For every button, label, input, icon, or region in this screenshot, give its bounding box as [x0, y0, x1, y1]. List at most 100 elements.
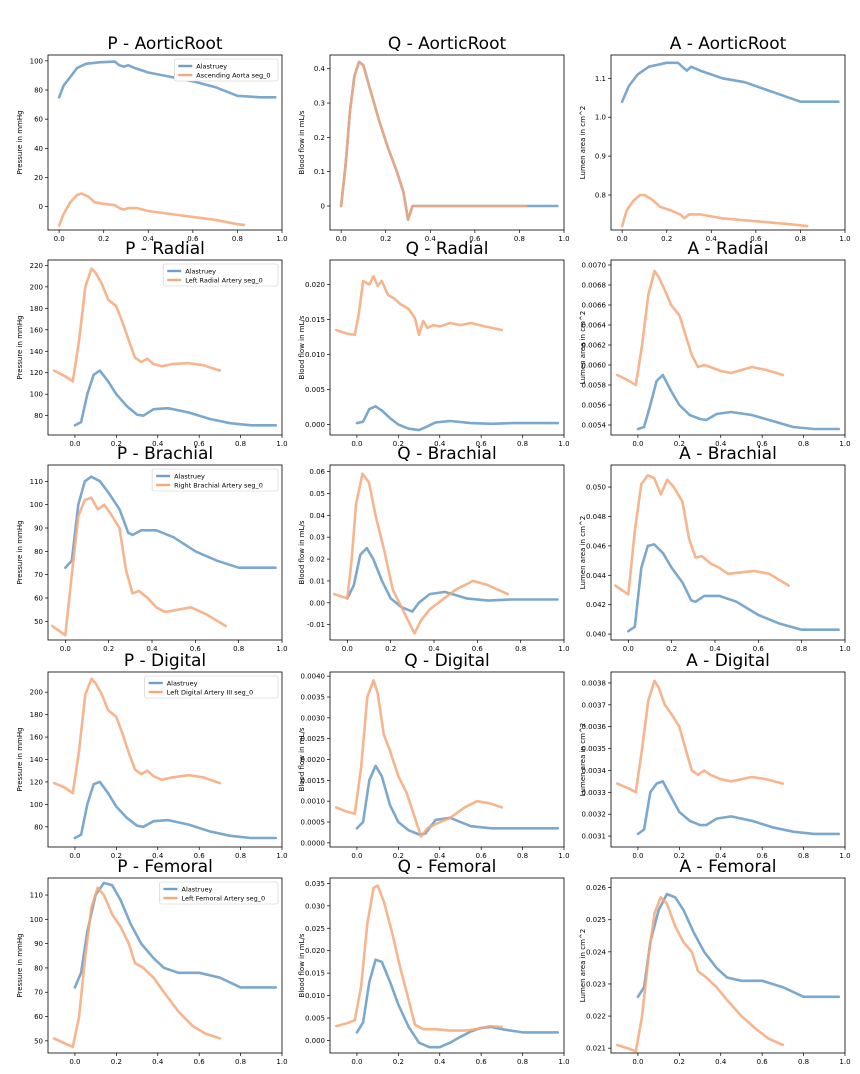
- axes-frame: [47, 464, 283, 641]
- y-tick-label: 0.023: [586, 980, 606, 988]
- series-line-2: [615, 269, 785, 387]
- x-tick-label: 0.2: [111, 852, 122, 860]
- y-tick-label: 0.035: [305, 880, 325, 888]
- x-tick-label: 1.0: [276, 440, 287, 448]
- y-tick-label: 0.0060: [582, 362, 607, 370]
- x-tick-label: 0.4: [143, 235, 155, 243]
- series-line-1: [620, 61, 840, 103]
- series-line-1: [64, 475, 277, 569]
- x-tick-label: 1.0: [276, 235, 287, 243]
- chart-title: Q - Brachial: [397, 444, 496, 464]
- x-tick-label: 0.8: [235, 1058, 246, 1066]
- y-tick-label: 1.1: [595, 75, 606, 83]
- x-tick-label: 0.4: [146, 645, 158, 653]
- y-tick-label: 180: [30, 305, 43, 313]
- x-tick-label: 0.0: [632, 1058, 643, 1066]
- y-tick-label: 0.2: [314, 134, 325, 142]
- y-tick-label: 0.024: [586, 948, 607, 956]
- x-tick-label: 0.2: [674, 1058, 685, 1066]
- axes-frame: [610, 464, 846, 641]
- y-tick-label: 1.0: [595, 114, 606, 122]
- y-tick-label: 0.046: [586, 542, 607, 550]
- y-axis-label: Blood flow in mL/s: [298, 520, 306, 584]
- y-tick-label: 0.0025: [301, 735, 326, 743]
- y-tick-label: 0.015: [305, 970, 325, 978]
- x-tick-label: 0.2: [666, 645, 677, 653]
- x-tick-label: 0.0: [623, 645, 634, 653]
- x-tick-label: 0.0: [60, 645, 71, 653]
- y-tick-label: 70: [34, 571, 43, 579]
- x-tick-label: 0.8: [514, 235, 525, 243]
- legend-label-2: Right Brachial Artery seg_0: [174, 481, 263, 489]
- x-tick-label: 0.6: [476, 1058, 488, 1066]
- x-tick-label: 0.0: [54, 235, 65, 243]
- x-tick-label: 0.2: [111, 1058, 122, 1066]
- x-tick-label: 0.2: [385, 645, 396, 653]
- y-tick-label: 200: [30, 283, 43, 291]
- x-tick-label: 0.6: [753, 645, 765, 653]
- x-tick-label: 0.0: [342, 645, 353, 653]
- chart-title: A - Radial: [687, 239, 768, 259]
- y-tick-label: 0.06: [309, 468, 325, 476]
- legend-label-2: Ascending Aorta seg_0: [196, 71, 270, 79]
- y-tick-label: 40: [34, 145, 43, 153]
- y-tick-label: 20: [34, 174, 43, 182]
- y-tick-label: 0.022: [586, 1013, 606, 1021]
- series-line-2: [614, 474, 790, 596]
- x-tick-label: 0.4: [706, 235, 718, 243]
- series-line-1: [627, 543, 840, 633]
- x-tick-label: 0.0: [632, 852, 643, 860]
- y-axis-label: Lumen area in cm^2: [579, 929, 587, 1002]
- x-tick-label: 0.0: [69, 1058, 80, 1066]
- y-tick-label: 0.0066: [582, 302, 607, 310]
- y-tick-label: 120: [30, 778, 43, 786]
- y-tick-label: 0.000: [305, 1037, 325, 1045]
- x-tick-label: 0.8: [795, 235, 806, 243]
- chart-title: P - Radial: [125, 239, 205, 259]
- x-tick-label: 0.8: [232, 235, 243, 243]
- series-line-2: [615, 896, 785, 1053]
- x-tick-label: 0.4: [434, 440, 446, 448]
- y-tick-label: 0.02: [309, 556, 325, 564]
- x-tick-label: 1.0: [276, 1058, 287, 1066]
- series-line-2: [334, 884, 504, 1032]
- series-line-1: [355, 958, 560, 1049]
- axes-frame: [329, 54, 565, 231]
- series-line-1: [355, 764, 560, 836]
- legend-label-2: Left Femoral Artery seg_0: [182, 894, 266, 902]
- chart-title: Q - Radial: [406, 239, 489, 259]
- y-tick-label: 80: [34, 823, 43, 831]
- x-tick-label: 0.6: [194, 440, 206, 448]
- x-tick-label: 0.2: [393, 440, 404, 448]
- legend-label-1: Alastruey: [167, 679, 198, 687]
- x-tick-label: 0.6: [187, 235, 199, 243]
- axes-frame: [329, 464, 565, 641]
- y-tick-label: 0.0032: [582, 811, 607, 819]
- axes-frame: [610, 54, 846, 231]
- x-tick-label: 0.6: [472, 645, 484, 653]
- legend-label-2: Left Digital Artery III seg_0: [167, 688, 253, 696]
- y-axis-label: Blood flow in mL/s: [298, 727, 306, 791]
- chart-8: A - Brachial 0.0 0.2 0.4 0.6 0.8 1.0 0.040 0.042…: [579, 444, 851, 653]
- x-tick-label: 0.2: [380, 235, 391, 243]
- y-axis-label: Pressure in mmHg: [16, 520, 24, 584]
- x-tick-label: 0.0: [351, 852, 362, 860]
- y-tick-label: 60: [34, 1013, 43, 1021]
- y-tick-label: 70: [34, 989, 43, 997]
- x-tick-label: 0.6: [476, 440, 488, 448]
- y-tick-label: 0.1: [314, 168, 325, 176]
- y-tick-label: 0.0054: [582, 422, 607, 430]
- series-line-2: [334, 274, 504, 337]
- y-tick-label: 0.026: [586, 884, 607, 892]
- chart-11: A - Digital 0.0 0.2 0.4 0.6 0.8 1.0 0.0031 0.003…: [579, 651, 851, 860]
- axes-frame: [610, 671, 846, 848]
- x-tick-label: 0.6: [476, 852, 488, 860]
- x-tick-label: 0.6: [757, 440, 769, 448]
- chart-title: Q - Digital: [404, 651, 489, 671]
- series-line-2: [57, 192, 246, 227]
- y-tick-label: 0.04: [309, 512, 325, 520]
- x-tick-label: 0.2: [661, 235, 672, 243]
- y-axis-label: Pressure in mmHg: [16, 727, 24, 791]
- y-tick-label: 0.00: [309, 599, 325, 607]
